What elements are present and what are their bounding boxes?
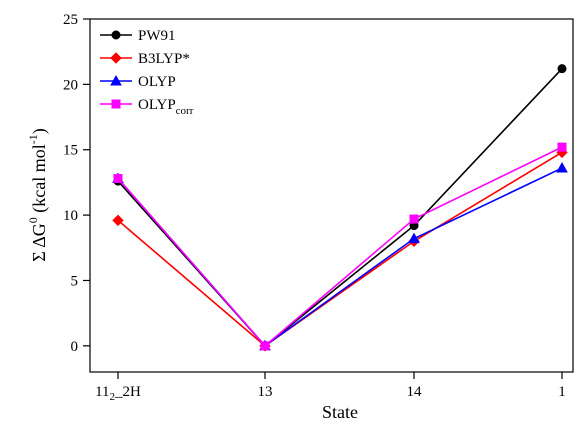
legend-item: OLYPcorr: [100, 97, 194, 117]
plot-frame: [89, 18, 574, 373]
y-tick-label: 20: [63, 77, 78, 93]
data-point: [408, 232, 420, 244]
y-tick-label: 0: [71, 339, 79, 355]
y-tick-label: 5: [71, 273, 79, 289]
data-point: [112, 214, 124, 227]
legend-label: OLYPcorr: [138, 97, 194, 117]
legend-marker: [111, 30, 121, 40]
y-tick-label: 10: [63, 208, 78, 224]
data-point: [113, 174, 123, 184]
x-tick-label: 1: [558, 384, 566, 400]
legend-marker: [110, 74, 122, 86]
legend-item: B3LYP*: [100, 51, 190, 67]
x-tick-label: 13: [258, 384, 273, 400]
legend-label: OLYP: [138, 74, 176, 90]
y-axis-title: Σ ΔG0 (kcal mol-1): [26, 128, 50, 262]
legend-item: OLYP: [100, 74, 176, 90]
x-tick-label: 112_2H: [95, 384, 141, 403]
x-axis: 112_2H 13 14 1: [95, 372, 566, 403]
legend-label: B3LYP*: [138, 51, 190, 67]
series-4: [113, 142, 567, 351]
y-tick-label: 25: [63, 12, 78, 28]
x-tick-label: 14: [407, 384, 423, 400]
data-point: [260, 341, 270, 351]
y-tick-label: 15: [63, 143, 78, 159]
x-axis-title: State: [322, 402, 358, 422]
legend-label: PW91: [138, 28, 176, 44]
data-point: [556, 162, 568, 173]
data-point: [557, 64, 567, 74]
series-line: [117, 151, 563, 347]
legend-marker: [111, 99, 121, 109]
data-point: [557, 142, 567, 152]
legend-item: PW91: [100, 28, 176, 44]
series-line: [117, 146, 563, 347]
data-point: [409, 214, 419, 224]
series-layer: [112, 64, 568, 352]
legend: PW91 B3LYP* OLYP OLYPcorr: [100, 28, 194, 117]
y-axis: 0 5 10 15 20 25: [63, 12, 90, 355]
legend-marker: [110, 52, 122, 64]
series-line: [117, 68, 563, 347]
